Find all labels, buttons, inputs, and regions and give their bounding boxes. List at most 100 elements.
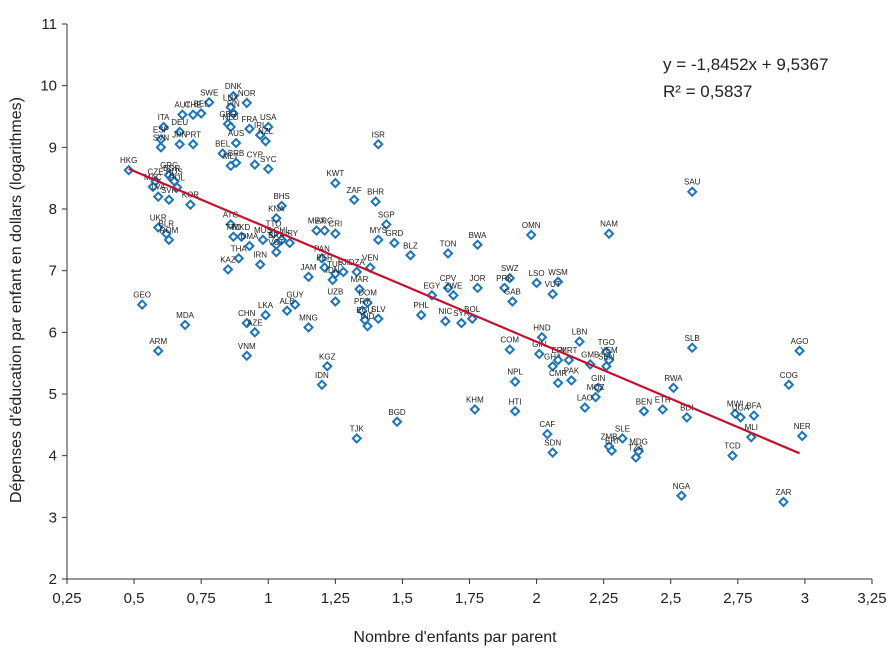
y-tick-label: 3 xyxy=(49,509,57,526)
data-point-marker xyxy=(668,382,679,394)
data-point-marker xyxy=(163,234,175,246)
x-tick-label: 1,5 xyxy=(392,590,413,607)
data-point-marker xyxy=(203,96,215,108)
data-point-marker xyxy=(630,452,642,463)
data-point-label: ARM xyxy=(149,337,167,346)
data-point-label: BDI xyxy=(680,403,693,412)
data-point-label: SVN xyxy=(153,133,170,142)
data-point-marker xyxy=(254,259,266,270)
data-point-marker xyxy=(469,404,481,415)
data-point-label: SAU xyxy=(684,178,701,187)
data-point-marker xyxy=(590,391,602,403)
data-point-label: NGA xyxy=(673,482,691,491)
data-point-label: GAB xyxy=(504,288,521,297)
data-point-label: PRK xyxy=(496,274,513,283)
x-tick-label: 2,5 xyxy=(660,590,681,607)
data-point-marker xyxy=(552,354,564,366)
data-point-marker xyxy=(547,288,559,300)
data-point-marker xyxy=(442,282,454,294)
data-point-label: PHL xyxy=(413,301,429,310)
data-point-label: SYC xyxy=(260,155,277,164)
x-tick-label: 1,75 xyxy=(455,590,484,607)
data-point-label: BLR xyxy=(159,220,175,229)
data-point-label: TTO xyxy=(225,223,241,232)
data-point-label: ZMB xyxy=(601,432,618,441)
data-point-marker xyxy=(174,138,186,150)
data-point-marker xyxy=(563,354,575,366)
data-point-marker xyxy=(681,412,693,423)
data-point-label: YEM xyxy=(600,346,618,355)
data-point-marker xyxy=(319,225,331,236)
data-point-marker xyxy=(638,405,650,417)
data-point-label: SLV xyxy=(371,305,386,314)
data-point-label: GBR xyxy=(219,110,237,119)
data-point-label: WSM xyxy=(548,268,568,277)
data-point-label: MOZ xyxy=(587,383,605,392)
data-point-label: SVK xyxy=(161,186,178,195)
data-point-label: DZA xyxy=(349,258,366,267)
data-point-marker xyxy=(380,219,392,230)
data-point-label: PAN xyxy=(314,244,330,253)
data-point-marker xyxy=(230,137,242,149)
data-point-marker xyxy=(303,271,314,283)
data-point-marker xyxy=(276,234,288,246)
y-tick-label: 10 xyxy=(40,78,57,95)
data-point-label: ISR xyxy=(372,130,386,139)
data-point-marker xyxy=(456,317,467,329)
data-point-label: HND xyxy=(533,323,551,332)
data-point-label: VCT xyxy=(268,238,284,247)
data-point-marker xyxy=(270,246,282,258)
data-point-label: MAC xyxy=(144,173,162,182)
data-point-label: AUS xyxy=(228,129,244,138)
data-point-marker xyxy=(372,138,384,150)
data-point-marker xyxy=(262,163,274,175)
data-point-marker xyxy=(174,126,186,138)
data-point-marker xyxy=(362,297,373,309)
data-point-label: AZE xyxy=(247,318,263,327)
data-point-label: CHE xyxy=(185,101,202,110)
data-point-label: IDN xyxy=(326,266,340,275)
data-point-marker xyxy=(603,228,615,240)
data-point-label: GRD xyxy=(385,229,403,238)
x-tick-label: 0,75 xyxy=(187,590,216,607)
data-point-marker xyxy=(372,313,384,325)
data-point-marker xyxy=(504,272,516,284)
data-point-marker xyxy=(748,410,760,421)
x-tick-label: 2,75 xyxy=(723,590,752,607)
data-point-marker xyxy=(794,345,805,357)
data-point-marker xyxy=(158,121,170,133)
data-point-marker xyxy=(372,234,384,246)
data-point-marker xyxy=(260,309,271,321)
data-point-label: BFA xyxy=(746,402,762,411)
data-point-label: NOR xyxy=(238,89,256,98)
data-point-marker xyxy=(236,231,247,243)
data-point-label: ROM xyxy=(160,226,179,235)
data-point-marker xyxy=(316,252,328,264)
data-point-label: TTO xyxy=(266,220,282,229)
data-point-label: ITA xyxy=(158,113,171,122)
data-point-label: BHS xyxy=(273,192,289,201)
data-point-label: HTI xyxy=(509,397,522,406)
data-point-marker xyxy=(147,181,159,193)
data-point-marker xyxy=(260,135,271,147)
x-tick-label: 3 xyxy=(801,590,809,607)
data-point-marker xyxy=(227,90,239,102)
data-point-label: LAO xyxy=(577,394,593,403)
x-axis-title: Nombre d'enfants par parent xyxy=(353,629,557,646)
data-point-label: HKG xyxy=(120,156,137,165)
data-point-label: IRL xyxy=(254,121,267,130)
data-point-label: UZB xyxy=(327,288,343,297)
data-point-marker xyxy=(179,319,191,331)
data-point-label: NZL xyxy=(258,127,274,136)
data-point-label: BRA xyxy=(268,231,285,240)
data-point-label: TON xyxy=(440,239,457,248)
data-point-marker xyxy=(195,108,207,119)
data-point-marker xyxy=(525,229,537,241)
data-point-label: KNA xyxy=(268,204,285,213)
data-point-label: BLZ xyxy=(403,241,418,250)
data-point-label: CPV xyxy=(440,274,457,283)
data-point-label: JPN xyxy=(172,130,187,139)
data-point-marker xyxy=(504,344,516,356)
data-point-marker xyxy=(329,296,341,307)
